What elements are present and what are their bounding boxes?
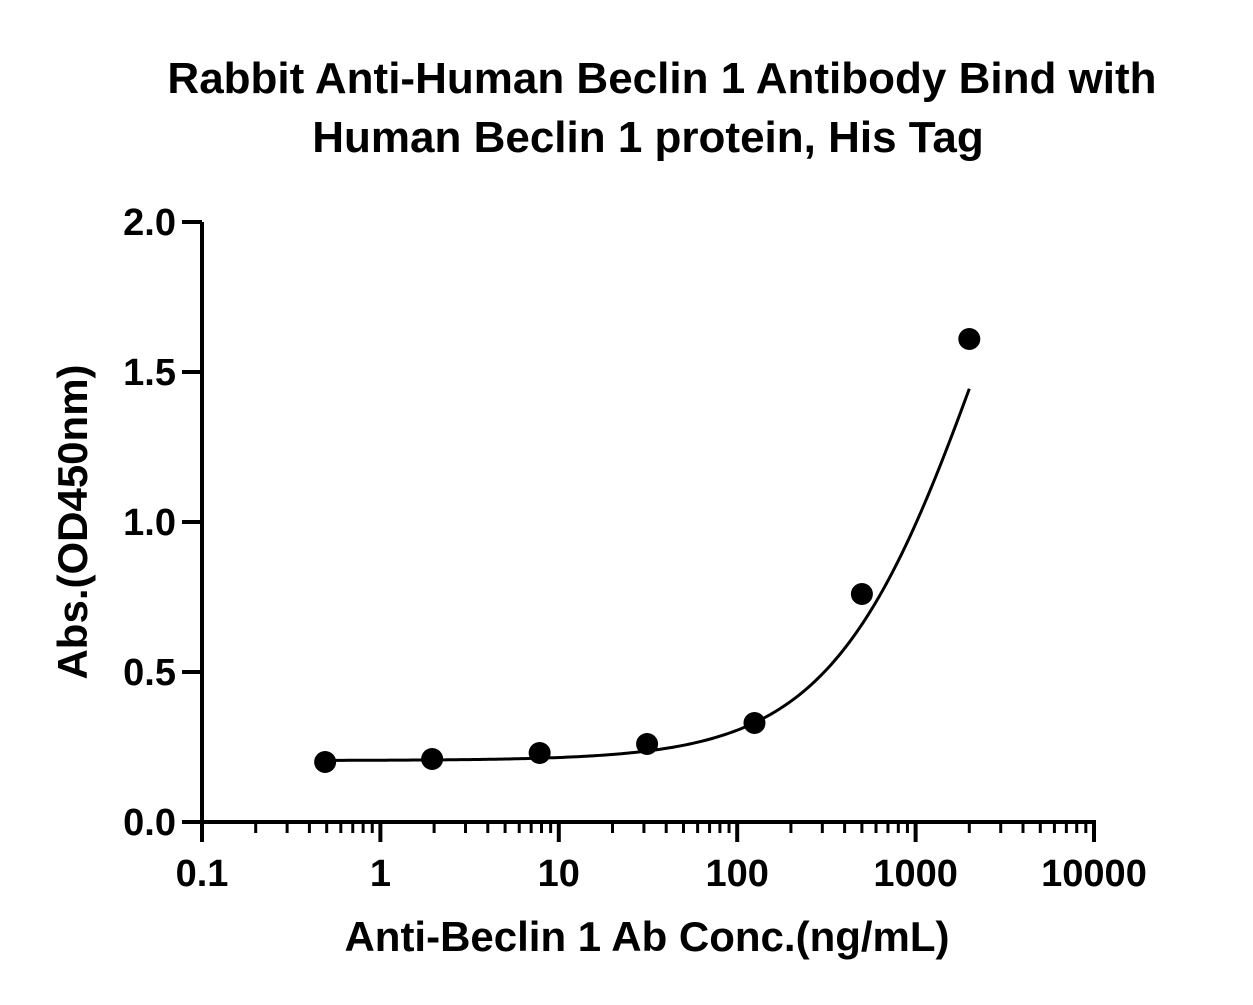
x-tick-label: 1000 xyxy=(873,853,958,895)
fit-curve-group xyxy=(325,388,971,762)
data-point xyxy=(314,751,337,773)
x-tick-label: 10000 xyxy=(1041,853,1147,895)
x-axis-label: Anti-Beclin 1 Ab Conc.(ng/mL) xyxy=(344,913,949,960)
data-point xyxy=(636,733,659,755)
y-tick-label: 2.0 xyxy=(123,202,176,244)
axes: 0.0 0.5 1.0 1.5 2.0 0.1 1 10 100 1000 10000 xyxy=(123,202,1147,895)
y-tick-label: 0.0 xyxy=(123,802,176,844)
data-point xyxy=(743,712,766,734)
data-points xyxy=(314,328,981,773)
chart-title-line-2: Human Beclin 1 protein, His Tag xyxy=(312,113,984,162)
y-tick-label: 0.5 xyxy=(123,652,176,694)
data-point xyxy=(528,742,551,764)
x-tick-label: 0.1 xyxy=(176,853,229,895)
x-tick-label: 1 xyxy=(370,853,391,895)
y-tick-label: 1.0 xyxy=(123,502,176,544)
data-point xyxy=(421,748,444,770)
chart-title-line-1: Rabbit Anti-Human Beclin 1 Antibody Bind… xyxy=(167,54,1156,103)
y-tick-label: 1.5 xyxy=(123,352,176,394)
data-point xyxy=(850,583,873,605)
fit-curve xyxy=(325,388,971,762)
x-tick-label: 100 xyxy=(705,853,768,895)
x-tick-label: 10 xyxy=(538,853,580,895)
data-point xyxy=(958,328,981,350)
y-axis-label: Abs.(OD450nm) xyxy=(49,364,96,679)
